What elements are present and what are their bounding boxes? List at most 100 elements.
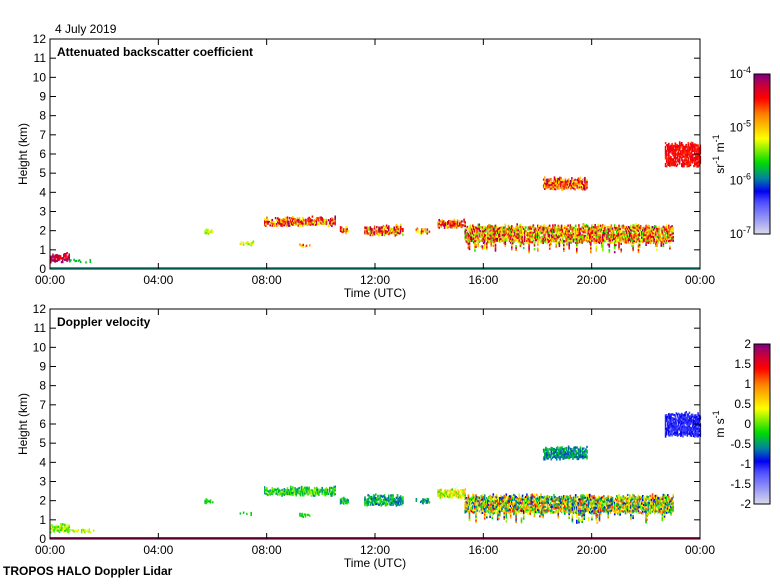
data-cell	[625, 512, 627, 514]
data-cell	[441, 225, 443, 227]
data-cell	[492, 225, 494, 227]
data-cell	[620, 250, 622, 252]
data-cell	[247, 241, 249, 243]
data-cell	[665, 148, 667, 150]
data-cell	[93, 530, 95, 532]
data-cell	[253, 240, 255, 242]
data-cell	[537, 250, 539, 252]
data-cell	[458, 496, 460, 498]
cloud-feature	[340, 497, 349, 505]
data-cell	[688, 142, 690, 144]
data-cell	[555, 242, 557, 244]
data-cell	[591, 240, 593, 242]
cloud-feature	[69, 528, 94, 533]
data-cell	[515, 249, 517, 251]
data-cell	[618, 248, 620, 250]
data-cell	[267, 219, 269, 221]
data-cell	[422, 230, 424, 232]
data-cell	[475, 246, 477, 248]
data-cell	[685, 144, 687, 146]
data-cell	[565, 178, 567, 180]
data-cell	[666, 156, 668, 158]
data-cell	[492, 515, 494, 517]
data-cell	[68, 257, 70, 259]
data-cell	[326, 219, 328, 221]
data-cell	[479, 224, 481, 226]
data-cell	[632, 245, 634, 247]
data-cell	[593, 242, 595, 244]
data-cell	[495, 248, 497, 250]
data-cell	[266, 217, 268, 219]
data-cell	[382, 228, 384, 230]
cloud-feature	[416, 498, 431, 505]
data-cell	[599, 517, 601, 519]
data-cell	[305, 221, 307, 223]
data-cell	[572, 515, 574, 517]
data-cell	[539, 236, 541, 238]
cloud-feature	[364, 224, 404, 237]
data-cell	[474, 242, 476, 244]
data-cell	[387, 503, 389, 505]
data-cell	[542, 242, 544, 244]
data-cell	[570, 495, 572, 497]
data-cell	[68, 255, 70, 257]
data-cell	[248, 243, 250, 245]
data-cell	[486, 248, 488, 250]
data-cell	[250, 514, 252, 516]
data-cell	[572, 520, 574, 522]
data-cell	[607, 497, 609, 499]
data-cell	[253, 242, 255, 244]
data-cell	[607, 495, 609, 497]
y-tick-label: 6	[39, 147, 46, 161]
y-tick-label: 11	[34, 51, 47, 65]
y-tick-label: 4	[39, 185, 46, 199]
data-cell	[607, 513, 609, 515]
colorbar-label: sr-1 m-1	[711, 134, 727, 173]
y-tick-label: 2	[39, 224, 46, 238]
data-cell	[564, 513, 566, 515]
data-cell	[588, 517, 590, 519]
cloud-feature	[543, 176, 588, 190]
data-cell	[367, 504, 369, 506]
data-cell	[609, 251, 611, 253]
data-cell	[620, 241, 622, 243]
data-cell	[671, 143, 673, 145]
data-cell	[503, 512, 505, 514]
data-cell	[347, 501, 349, 503]
data-cell	[558, 511, 560, 513]
data-cell	[476, 235, 478, 237]
colorbar-tick-exp: -5	[743, 118, 751, 128]
data-cell	[469, 504, 471, 506]
data-cell	[469, 244, 471, 246]
data-cell	[596, 248, 598, 250]
data-cell	[499, 512, 501, 514]
data-cell	[90, 259, 92, 261]
data-cell	[534, 244, 536, 246]
data-cell	[521, 517, 523, 519]
cloud-feature	[240, 512, 252, 516]
data-cell	[370, 504, 372, 506]
data-cell	[422, 228, 424, 230]
data-cell	[551, 502, 553, 504]
data-cell	[402, 502, 404, 504]
data-cell	[69, 529, 71, 531]
data-cell	[568, 246, 570, 248]
data-cell	[605, 229, 607, 231]
data-cell	[590, 243, 592, 245]
data-cell	[438, 227, 440, 229]
data-cell	[515, 513, 517, 515]
data-cell	[469, 517, 471, 519]
x-tick-label: 20:00	[577, 273, 607, 287]
data-cell	[639, 500, 641, 502]
data-cell	[59, 531, 61, 533]
data-cell	[305, 514, 307, 516]
data-cell	[525, 226, 527, 228]
data-cell	[555, 188, 557, 190]
data-cell	[596, 246, 598, 248]
data-cell	[402, 228, 404, 230]
data-cell	[329, 489, 331, 491]
data-cell	[533, 240, 535, 242]
data-cell	[600, 234, 602, 236]
data-cell	[575, 496, 577, 498]
data-cell	[274, 221, 276, 223]
